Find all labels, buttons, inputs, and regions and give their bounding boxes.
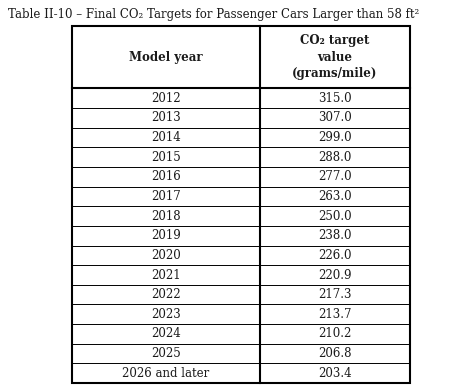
Text: 2021: 2021 — [151, 269, 181, 282]
Text: 220.9: 220.9 — [318, 269, 351, 282]
Text: 2022: 2022 — [151, 288, 181, 301]
Text: 213.7: 213.7 — [318, 308, 351, 321]
Text: 288.0: 288.0 — [318, 151, 351, 164]
Text: 2013: 2013 — [151, 111, 181, 124]
Text: 238.0: 238.0 — [318, 229, 351, 242]
Text: 307.0: 307.0 — [318, 111, 352, 124]
Text: 2012: 2012 — [151, 92, 181, 105]
Text: 226.0: 226.0 — [318, 249, 351, 262]
Text: 277.0: 277.0 — [318, 170, 352, 183]
Text: 2019: 2019 — [151, 229, 181, 242]
Text: 2018: 2018 — [151, 210, 181, 222]
Bar — [72, 26, 410, 383]
Text: 203.4: 203.4 — [318, 367, 352, 380]
Text: 299.0: 299.0 — [318, 131, 352, 144]
Text: 2016: 2016 — [151, 170, 181, 183]
Text: CO₂ target
value
(grams/mile): CO₂ target value (grams/mile) — [292, 34, 377, 80]
Text: 2026 and later: 2026 and later — [122, 367, 209, 380]
Text: 2024: 2024 — [151, 327, 181, 341]
Text: 2023: 2023 — [151, 308, 181, 321]
Text: Model year: Model year — [129, 51, 203, 64]
Text: 2017: 2017 — [151, 190, 181, 203]
Text: 217.3: 217.3 — [318, 288, 351, 301]
Text: 315.0: 315.0 — [318, 92, 352, 105]
Text: Table II-10 – Final CO₂ Targets for Passenger Cars Larger than 58 ft²: Table II-10 – Final CO₂ Targets for Pass… — [8, 8, 419, 21]
Text: 210.2: 210.2 — [318, 327, 351, 341]
Text: 206.8: 206.8 — [318, 347, 351, 360]
Text: 2015: 2015 — [151, 151, 181, 164]
Text: 2025: 2025 — [151, 347, 181, 360]
Text: 263.0: 263.0 — [318, 190, 352, 203]
Text: 2014: 2014 — [151, 131, 181, 144]
Text: 2020: 2020 — [151, 249, 181, 262]
Text: 250.0: 250.0 — [318, 210, 352, 222]
